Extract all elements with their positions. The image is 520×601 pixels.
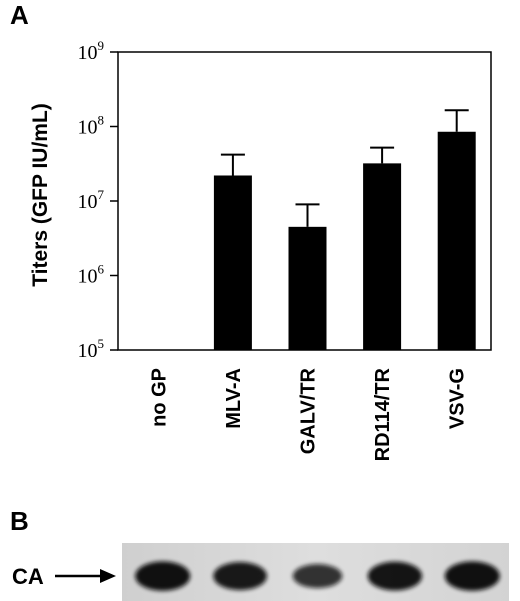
y-tick-base: 10 — [78, 191, 98, 213]
ca-label: CA — [12, 564, 44, 589]
error-bar — [370, 146, 395, 164]
blot-band — [367, 561, 423, 591]
y-tick-label: 107 — [78, 187, 105, 213]
bar-galv-tr — [288, 226, 327, 350]
y-tick-exponent: 9 — [98, 38, 105, 53]
panel-a-label: A — [10, 0, 29, 30]
y-tick-exponent: 7 — [98, 187, 105, 202]
bar-rd114-tr — [363, 163, 402, 350]
x-tick-labels: no GP MLV-A GALV/TR RD114/TR VSV-G — [148, 367, 468, 461]
bar-vsv-g — [437, 131, 476, 350]
blot-bands — [135, 561, 500, 591]
blot-band — [444, 561, 500, 591]
blot-band — [213, 561, 267, 591]
x-tick-label: VSV-G — [447, 368, 469, 429]
y-tick-label: 108 — [78, 113, 105, 139]
bar-mlv-a — [213, 175, 252, 350]
error-bar — [444, 109, 469, 132]
x-tick-label: no GP — [148, 368, 170, 427]
error-bar — [220, 153, 245, 176]
y-tick-base: 10 — [78, 42, 98, 64]
x-tick-label: GALV/TR — [298, 367, 320, 454]
error-bars — [220, 109, 469, 227]
y-tick-label: 105 — [78, 336, 105, 362]
bars — [213, 131, 476, 350]
y-tick-base: 10 — [78, 266, 98, 288]
y-tick-label: 106 — [78, 262, 105, 288]
y-tick-base: 10 — [78, 117, 98, 139]
x-tick-label: MLV-A — [223, 368, 245, 429]
y-tick-label: 109 — [78, 38, 105, 64]
y-tick-exponent: 6 — [98, 262, 105, 277]
y-tick-base: 10 — [78, 340, 98, 362]
right-arrow-icon — [55, 569, 116, 583]
western-blot — [122, 543, 509, 601]
blot-band — [135, 561, 191, 591]
y-axis-label: Titers (GFP IU/mL) — [29, 103, 52, 287]
error-bar — [295, 203, 320, 227]
y-tick-exponent: 5 — [98, 336, 105, 351]
y-tick-exponent: 8 — [98, 113, 105, 128]
blot-band — [292, 564, 343, 589]
x-tick-label: RD114/TR — [372, 367, 394, 461]
panel-b-label: B — [10, 506, 29, 536]
